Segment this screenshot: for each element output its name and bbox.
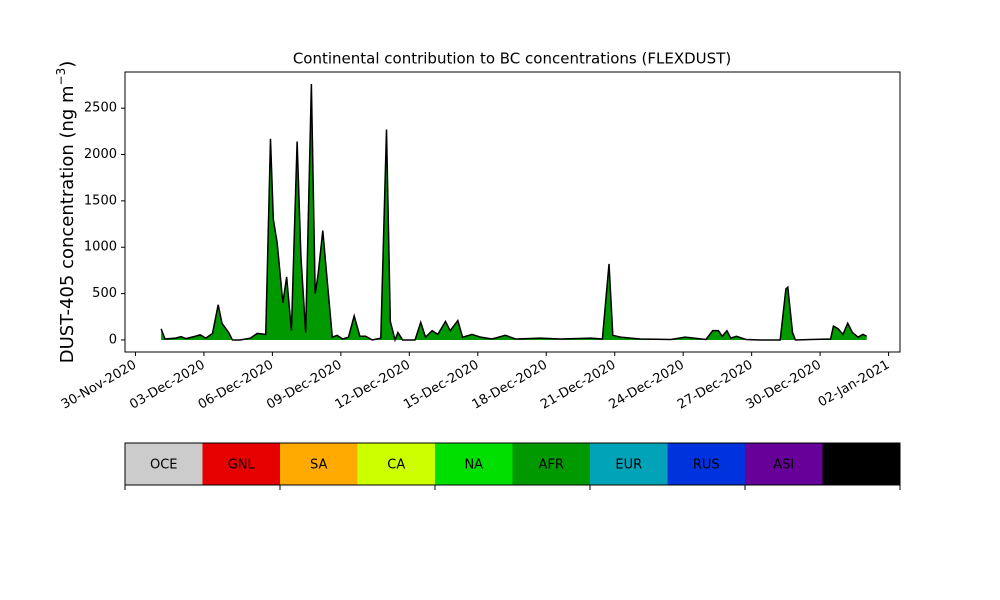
- y-tick-label: 1500: [84, 193, 117, 208]
- x-tick-label: 18-Dec-2020: [470, 358, 550, 413]
- colorbar-label: RUS: [693, 458, 720, 473]
- plot-frame: [124, 71, 901, 353]
- colorbar-frame: [124, 442, 901, 486]
- colorbar-cell: [357, 443, 435, 485]
- colorbar-label: SA: [310, 458, 327, 473]
- y-axis-label-text: DUST-405 concentration (ng m: [57, 85, 78, 363]
- colorbar-label: ASI: [773, 458, 794, 473]
- x-tick-label: 06-Dec-2020: [196, 358, 276, 413]
- y-axis-label: DUST-405 concentration (ng m−3): [54, 61, 79, 364]
- colorbar-cell: [125, 443, 203, 485]
- y-tick-label: 0: [109, 332, 117, 347]
- x-tick-label: 12-Dec-2020: [333, 358, 413, 413]
- colorbar-cell: [745, 443, 823, 485]
- y-tick-label: 2000: [84, 147, 117, 162]
- x-tick-label: 15-Dec-2020: [401, 358, 481, 413]
- colorbar-label: NA: [464, 458, 483, 473]
- colorbar-label: AUS: [848, 458, 875, 473]
- colorbar-label: OCE: [150, 458, 178, 473]
- colorbar-label: GNL: [228, 458, 256, 473]
- colorbar-cell: [822, 443, 900, 485]
- x-tick-label: 30-Nov-2020: [59, 358, 139, 413]
- x-tick-label: 21-Dec-2020: [538, 358, 618, 413]
- colorbar-cell: [435, 443, 513, 485]
- y-axis-label-end: ): [57, 61, 78, 68]
- y-axis-label-sup: −3: [54, 68, 68, 86]
- colorbar-cell: [590, 443, 668, 485]
- y-tick-label: 2500: [84, 101, 117, 116]
- x-tick-label: 09-Dec-2020: [264, 358, 344, 413]
- x-tick-label: 02-Jan-2021: [816, 358, 893, 411]
- chart-title: Continental contribution to BC concentra…: [293, 50, 731, 68]
- colorbar-cell: [667, 443, 745, 485]
- x-tick-label: 03-Dec-2020: [127, 358, 207, 413]
- colorbar-label: EUR: [615, 458, 642, 473]
- x-tick-label: 30-Dec-2020: [743, 358, 823, 413]
- area-outline: [160, 84, 868, 343]
- colorbar-cell: [202, 443, 280, 485]
- colorbar-label: AFR: [539, 458, 564, 473]
- x-tick-label: 24-Dec-2020: [607, 358, 687, 413]
- colorbar-cell: [512, 443, 590, 485]
- y-tick-label: 500: [92, 286, 117, 301]
- y-tick-label: 1000: [84, 240, 117, 255]
- colorbar-cell: [280, 443, 358, 485]
- colorbar-label: CA: [387, 458, 405, 473]
- x-tick-label: 27-Dec-2020: [675, 358, 755, 413]
